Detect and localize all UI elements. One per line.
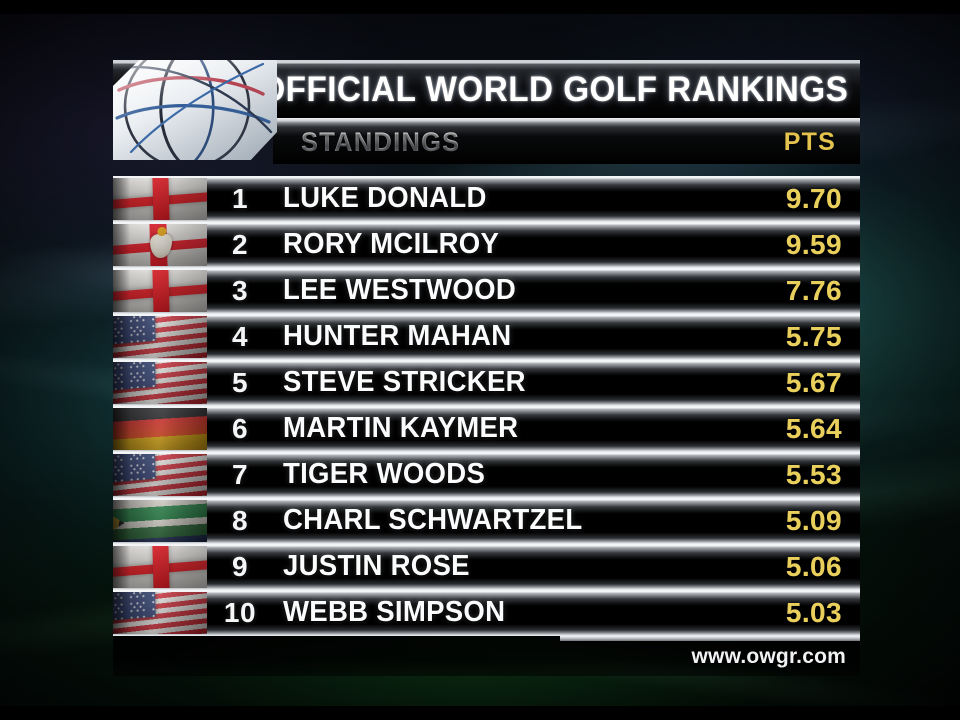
row-player: JUSTIN ROSE [283,550,470,582]
row-player: RORY MCILROY [283,228,500,260]
table-row: 4 HUNTER MAHAN 5.75 [113,314,860,360]
table-row: 6 MARTIN KAYMER 5.64 [113,406,860,452]
flag-united-states [113,362,207,404]
row-points: 5.09 [785,505,842,536]
flag-united-states [113,592,207,634]
row-points: 5.64 [785,413,842,444]
table-row: 9 JUSTIN ROSE 5.06 [113,544,860,590]
column-header-standings: STANDINGS [301,127,461,157]
row-background [113,406,860,452]
page-title: OFFICIAL WORLD GOLF RANKINGS [259,70,849,109]
row-background [113,176,860,222]
table-row: 7 TIGER WOODS 5.53 [113,452,860,498]
row-rank: 8 [231,505,249,536]
row-background [113,314,860,360]
table-row: 10 WEBB SIMPSON 5.03 [113,590,860,636]
footer-url-label: www.owgr.com [691,645,846,668]
row-background [113,360,860,406]
flag-south-africa [113,500,207,542]
row-background [113,452,860,498]
row-rank: 4 [231,321,249,352]
row-player: WEBB SIMPSON [283,596,506,628]
row-background [113,590,860,636]
flag-england [113,546,207,588]
row-points: 5.75 [785,321,842,352]
table-row: 3 LEE WESTWOOD 7.76 [113,268,860,314]
flag-united-states [113,316,207,358]
row-points: 9.59 [785,229,842,260]
row-rank: 2 [231,229,249,260]
flag-germany [113,408,207,450]
row-points: 5.67 [785,367,842,398]
row-points: 5.06 [785,551,842,582]
row-player: CHARL SCHWARTZEL [283,504,583,536]
row-rank: 10 [223,597,257,628]
flag-northern-ireland [113,224,207,266]
row-points: 5.53 [785,459,842,490]
row-rank: 1 [231,183,249,214]
row-points: 7.76 [785,275,842,306]
owgr-globe-logo [113,60,277,160]
row-points: 5.03 [785,597,842,628]
row-player: LUKE DONALD [283,182,487,214]
row-player: MARTIN KAYMER [283,412,519,444]
row-points: 9.70 [785,183,842,214]
row-rank: 9 [231,551,249,582]
column-header-points: PTS [783,128,836,156]
standings-list: 1 LUKE DONALD 9.70 2 RORY MCILROY 9.59 3 LEE WE… [113,176,860,636]
row-rank: 5 [231,367,249,398]
row-background [113,544,860,590]
table-row: 8 CHARL SCHWARTZEL 5.09 [113,498,860,544]
row-player: HUNTER MAHAN [283,320,512,352]
row-background [113,498,860,544]
row-player: LEE WESTWOOD [283,274,517,306]
ulster-shield-icon [149,233,173,259]
globe-icon [115,60,273,160]
rankings-panel: OFFICIAL WORLD GOLF RANKINGS STANDINGS P… [113,60,860,676]
row-player: TIGER WOODS [283,458,486,490]
table-row: 5 STEVE STRICKER 5.67 [113,360,860,406]
column-header-bar: STANDINGS PTS [273,118,860,164]
flag-england [113,270,207,312]
flag-england [113,178,207,220]
row-rank: 7 [231,459,249,490]
flag-united-states [113,454,207,496]
letterbox-bar-bottom [0,706,960,720]
row-background [113,268,860,314]
footer-bar: www.owgr.com [113,636,860,676]
row-background [113,222,860,268]
row-player: STEVE STRICKER [283,366,526,398]
letterbox-bar-top [0,0,960,14]
table-row: 2 RORY MCILROY 9.59 [113,222,860,268]
row-rank: 6 [231,413,249,444]
row-rank: 3 [231,275,249,306]
table-row: 1 LUKE DONALD 9.70 [113,176,860,222]
footer-divider [560,636,860,641]
